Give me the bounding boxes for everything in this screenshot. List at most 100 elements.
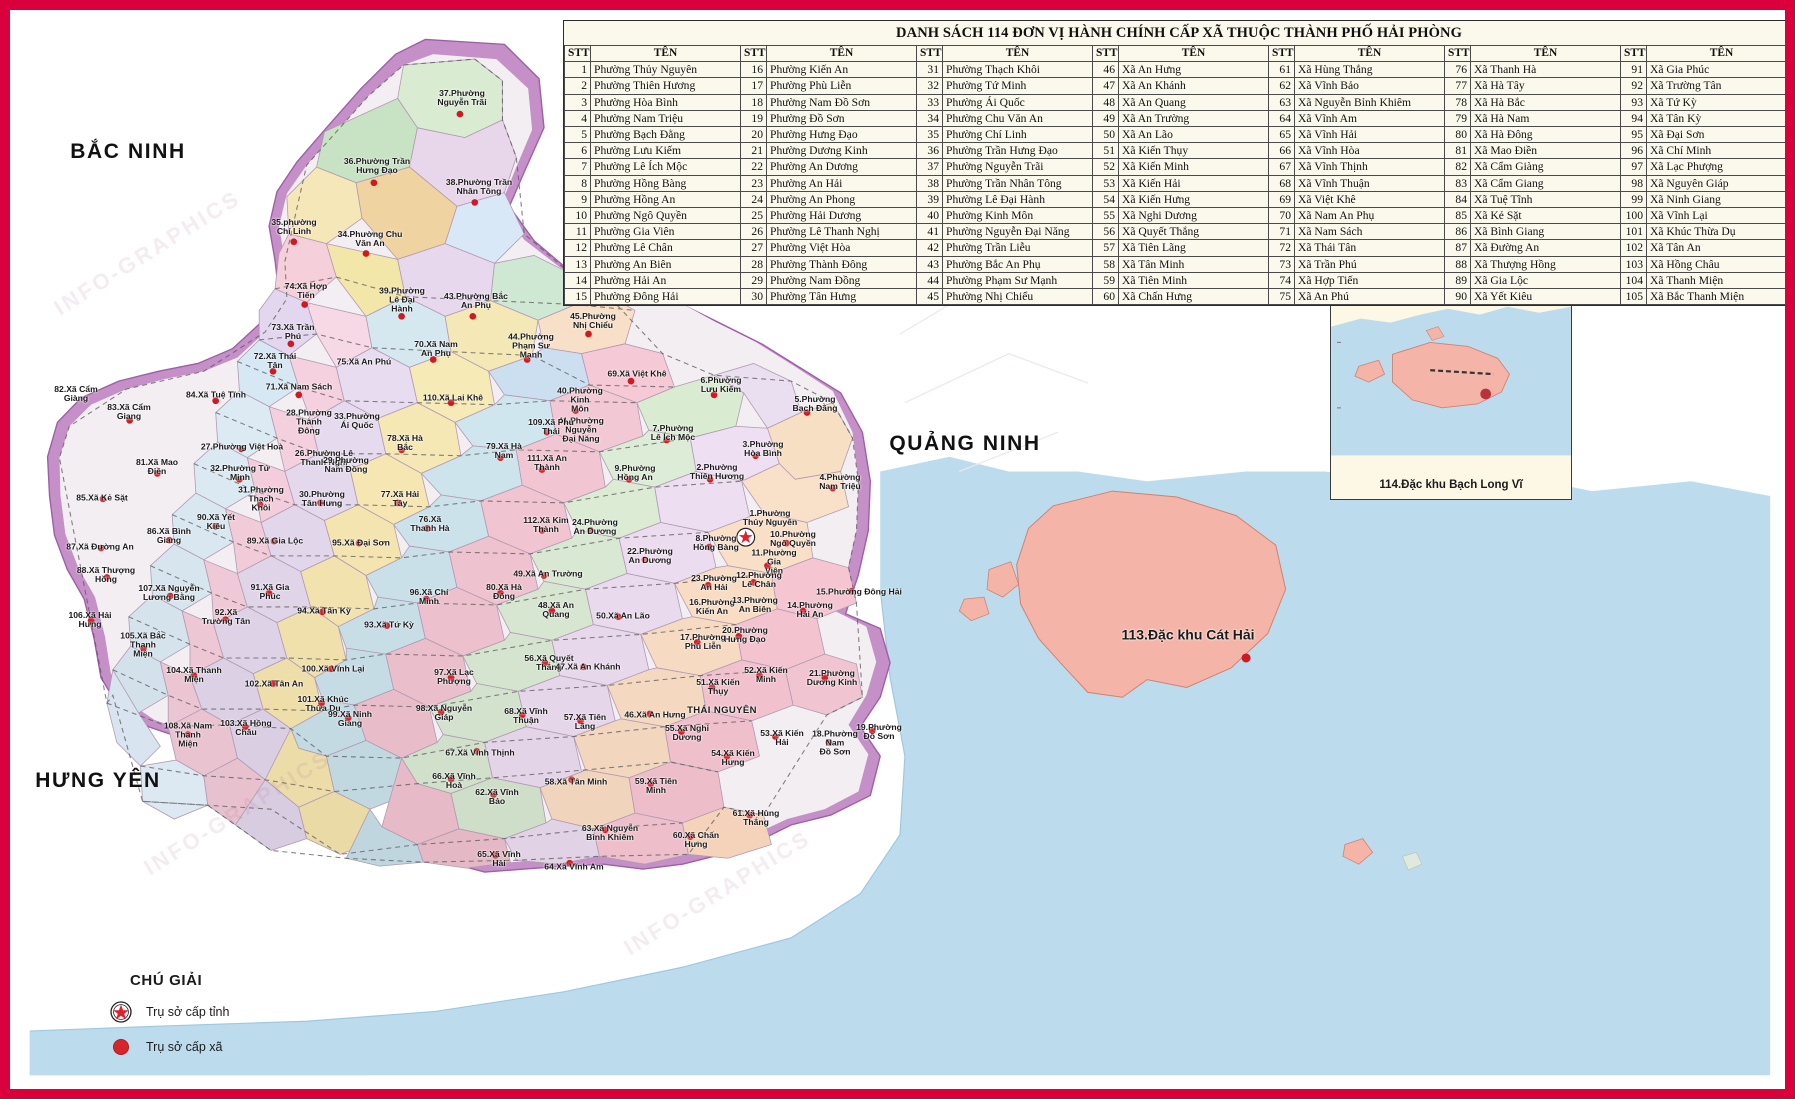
unit-name: Phường Hòa Bình: [590, 93, 741, 111]
unit-name: Xã Thanh Miện: [1646, 271, 1785, 290]
map-canvas[interactable]: INFO-GRAPHICS INFO-GRAPHICS INFO-GRAPHIC…: [10, 10, 1785, 1089]
table-row[interactable]: 1 Phường Thủy Nguyên 16 Phường Kiến An 31 Phư…: [564, 61, 1785, 79]
table-row[interactable]: 15 Phường Đông Hải 30 Phường Tân Hưng 45 Phườ…: [564, 288, 1785, 306]
map-legend: CHÚ GIẢI Trụ sở cấp tỉnh Trụ sở: [98, 972, 328, 1084]
unit-stt: 76: [1444, 61, 1471, 79]
unit-name: Phường Nam Triệu: [590, 109, 741, 128]
legend-label-commune-capital: Trụ sở cấp xã: [146, 1040, 223, 1054]
unit-stt: 105: [1620, 288, 1647, 306]
unit-name: Xã Hợp Tiến: [1294, 271, 1445, 290]
unit-name: Xã Gia Phúc: [1646, 61, 1785, 79]
unit-name: Phường Phạm Sư Mạnh: [942, 271, 1093, 290]
unit-stt: 104: [1620, 271, 1647, 290]
unit-stt: 66: [1268, 142, 1295, 160]
inset-map-bach-long-vi[interactable]: 114.Đặc khu Bạch Long Vĩ: [1330, 278, 1572, 500]
unit-stt: 95: [1620, 126, 1647, 144]
table-row[interactable]: 9 Phường Hồng An 24 Phường An Phong 39 Phường…: [564, 190, 1785, 209]
unit-name: Xã Cẩm Giàng: [1470, 158, 1621, 176]
legend-label-province-capital: Trụ sở cấp tỉnh: [146, 1005, 230, 1019]
unit-stt: 12: [564, 239, 591, 257]
unit-stt: 86: [1444, 223, 1471, 241]
unit-stt: 17: [740, 77, 767, 95]
cat-hai-island: [1016, 490, 1287, 698]
table-row[interactable]: 5 Phường Bạch Đằng 20 Phường Hưng Đạo 35 Phườ…: [564, 126, 1785, 144]
unit-name: Phường An Biên: [590, 255, 741, 273]
unit-name: Phường Nhị Chiểu: [942, 288, 1093, 306]
unit-stt: 70: [1268, 207, 1295, 225]
unit-stt: 27: [740, 239, 767, 257]
unit-name: Phường Thạch Khôi: [942, 61, 1093, 79]
unit-name: Xã Hà Bắc: [1470, 93, 1621, 111]
unit-stt: 21: [740, 142, 767, 160]
unit-name: Xã Hà Tây: [1470, 77, 1621, 95]
unit-name: Phường Trần Nhân Tông: [942, 174, 1093, 192]
unit-stt: 80: [1444, 126, 1471, 144]
unit-stt: 58: [1092, 255, 1119, 273]
unit-stt: 75: [1268, 288, 1295, 306]
table-row[interactable]: 14 Phường Hải An 29 Phường Nam Đồng 44 Phường…: [564, 271, 1785, 290]
unit-stt: 13: [564, 255, 591, 273]
unit-name: Phường Thành Đông: [766, 255, 917, 273]
unit-name: Xã Vĩnh Thuận: [1294, 174, 1445, 192]
unit-name: Xã An Phú: [1294, 288, 1445, 306]
road-lines: [39, 39, 218, 178]
table-row[interactable]: 2 Phường Thiên Hương 17 Phường Phù Liễn 32 Ph…: [564, 77, 1785, 95]
unit-stt: 44: [916, 271, 943, 290]
unit-stt: 71: [1268, 223, 1295, 241]
unit-name: Xã Kẻ Sặt: [1470, 207, 1621, 225]
unit-stt: 55: [1092, 207, 1119, 225]
table-row[interactable]: 13 Phường An Biên 28 Phường Thành Đông 43 Phư…: [564, 255, 1785, 273]
table-row[interactable]: 8 Phường Hồng Bàng 23 Phường An Hải 38 Phường…: [564, 174, 1785, 192]
unit-name: Phường Chu Văn An: [942, 109, 1093, 128]
table-header-stt: STT: [916, 44, 943, 63]
unit-name: Xã Nam Sách: [1294, 223, 1445, 241]
unit-stt: 89: [1444, 271, 1471, 290]
unit-name: Xã Vĩnh Hòa: [1294, 142, 1445, 160]
unit-name: Phường Hải Dương: [766, 207, 917, 225]
unit-stt: 30: [740, 288, 767, 306]
dot-marker-icon: [104, 1034, 138, 1060]
unit-stt: 39: [916, 190, 943, 209]
unit-stt: 100: [1620, 207, 1647, 225]
unit-stt: 45: [916, 288, 943, 306]
unit-stt: 49: [1092, 109, 1119, 128]
unit-name: Phường Nguyễn Trãi: [942, 158, 1093, 176]
table-row[interactable]: 12 Phường Lê Chân 27 Phường Việt Hòa 42 Phườn…: [564, 239, 1785, 257]
unit-stt: 73: [1268, 255, 1295, 273]
administrative-units-table[interactable]: DANH SÁCH 114 ĐƠN VỊ HÀNH CHÍNH CẤP XÃ T…: [563, 20, 1785, 307]
unit-name: Xã Bắc Thanh Miện: [1646, 288, 1785, 306]
unit-stt: 42: [916, 239, 943, 257]
table-row[interactable]: 11 Phường Gia Viên 26 Phường Lê Thanh Nghị 4…: [564, 223, 1785, 241]
table-title: DANH SÁCH 114 ĐƠN VỊ HÀNH CHÍNH CẤP XÃ T…: [564, 21, 1785, 45]
table-row[interactable]: 10 Phường Ngô Quyền 25 Phường Hải Dương 40 Ph…: [564, 207, 1785, 225]
unit-stt: 37: [916, 158, 943, 176]
table-row[interactable]: 7 Phường Lê Ích Mộc 22 Phường An Dương 37 Phư…: [564, 158, 1785, 176]
unit-name: Phường Lưu Kiếm: [590, 142, 741, 160]
unit-name: Xã An Khánh: [1118, 77, 1269, 95]
unit-stt: 31: [916, 61, 943, 79]
unit-stt: 59: [1092, 271, 1119, 290]
district-dashed-boundaries: [58, 58, 863, 863]
unit-name: Xã Nguyên Giáp: [1646, 174, 1785, 192]
unit-name: Xã Khúc Thừa Dụ: [1646, 223, 1785, 241]
table-row[interactable]: 6 Phường Lưu Kiếm 21 Phường Dương Kinh 36 Phư…: [564, 142, 1785, 160]
unit-name: Xã Tiên Minh: [1118, 271, 1269, 290]
unit-stt: 7: [564, 158, 591, 176]
unit-stt: 3: [564, 93, 591, 111]
units-table[interactable]: STT TÊN STT TÊN STT TÊN STT TÊN STT TÊN STT TÊN STT T…: [564, 44, 1785, 306]
unit-stt: 16: [740, 61, 767, 79]
unit-name: Xã Nghi Dương: [1118, 207, 1269, 225]
unit-name: Phường Tân Hưng: [766, 288, 917, 306]
table-header-ten: TÊN: [766, 44, 917, 63]
table-row[interactable]: 4 Phường Nam Triệu 19 Phường Đồ Sơn 34 Phường…: [564, 109, 1785, 128]
inset-graphic: [1331, 279, 1571, 499]
unit-name: Phường Đồ Sơn: [766, 109, 917, 128]
unit-name: Phường Ngô Quyền: [590, 207, 741, 225]
unit-name: Phường Thủy Nguyên: [590, 61, 741, 79]
unit-name: Xã Hà Đông: [1470, 126, 1621, 144]
unit-name: Xã Tiên Lãng: [1118, 239, 1269, 257]
table-header-stt: STT: [564, 44, 591, 63]
unit-stt: 20: [740, 126, 767, 144]
table-row[interactable]: 3 Phường Hòa Bình 18 Phường Nam Đồ Sơn 33 Phư…: [564, 93, 1785, 111]
table-header-stt: STT: [740, 44, 767, 63]
